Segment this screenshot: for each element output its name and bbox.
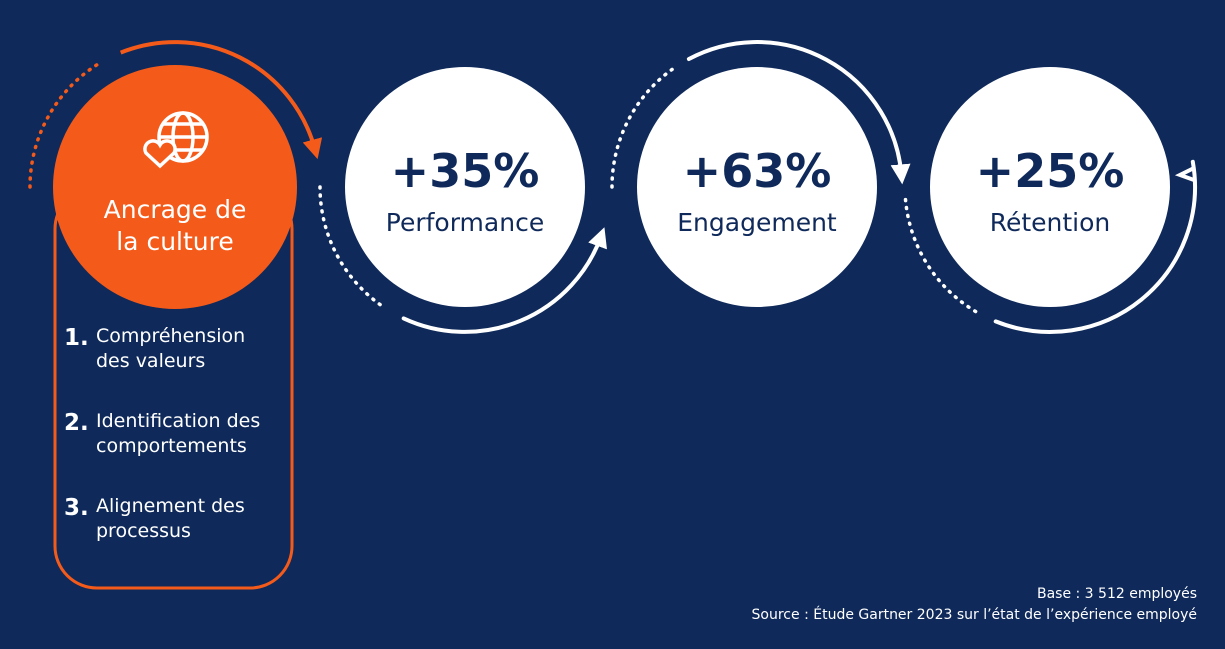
dotted-arc	[903, 197, 980, 315]
result-value: +35%	[390, 144, 540, 198]
arrow-arc	[993, 159, 1197, 334]
result-label: Performance	[385, 208, 545, 237]
list-item: 1. Compréhension des valeurs	[64, 324, 289, 374]
result-label: Rétention	[989, 208, 1111, 237]
arrow-arc	[686, 40, 911, 185]
footer-base: Base : 3 512 employés	[1036, 586, 1197, 602]
footer-source: Source : Étude Gartner 2023 sur l’état d…	[751, 607, 1197, 623]
arrow-head	[1174, 166, 1195, 182]
result-value: +25%	[975, 144, 1125, 198]
arrow-arc	[119, 40, 323, 160]
item-line: comportements	[96, 435, 247, 457]
item-text: Identification des comportements	[96, 409, 260, 459]
result-value: +63%	[682, 144, 832, 198]
result: +35% Performance	[345, 143, 585, 239]
dotted-arc	[610, 66, 676, 189]
result: +25% Rétention	[930, 143, 1170, 239]
result-circle	[345, 67, 585, 307]
result-label: Engagement	[677, 208, 837, 237]
footer: Base : 3 512 employés Source : Étude Gar…	[752, 584, 1197, 626]
item-line: Alignement des	[96, 495, 245, 517]
result: +63% Engagement	[637, 143, 877, 239]
culture-title: Ancrage de la culture	[55, 194, 295, 258]
arrow-arc	[401, 227, 607, 334]
item-line: processus	[96, 520, 191, 542]
result-circle	[930, 67, 1170, 307]
title-line: la culture	[116, 227, 234, 256]
culture-circle	[53, 65, 297, 309]
item-line: Compréhension	[96, 325, 246, 347]
item-text: Alignement des processus	[96, 494, 245, 544]
item-number: 1.	[64, 325, 89, 351]
item-number: 3.	[64, 495, 89, 521]
title-line: Ancrage de	[103, 195, 247, 224]
list-item: 3. Alignement des processus	[64, 494, 289, 544]
list-item: 2. Identification des comportements	[64, 409, 289, 459]
item-text: Compréhension des valeurs	[96, 324, 245, 374]
globe-heart-icon	[143, 111, 209, 169]
dotted-arc	[318, 185, 384, 308]
item-number: 2.	[64, 410, 89, 436]
result-circle	[637, 67, 877, 307]
item-line: Identification des	[96, 410, 261, 432]
item-line: des valeurs	[96, 350, 206, 372]
